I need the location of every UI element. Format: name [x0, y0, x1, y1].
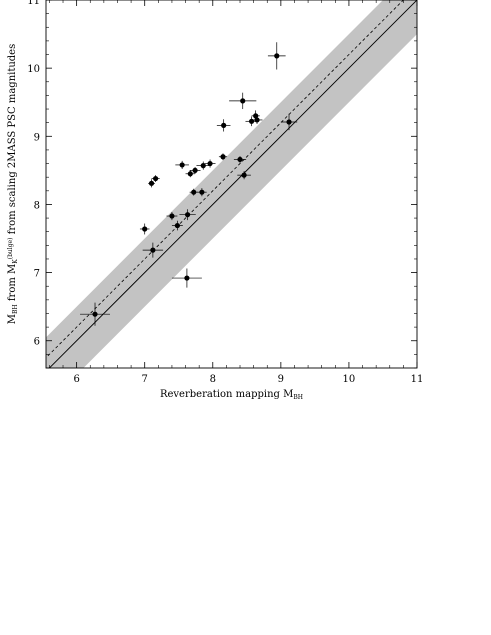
- data-point: [196, 161, 211, 170]
- point-marker: [142, 226, 148, 232]
- y-tick-label: 10: [27, 64, 40, 75]
- point-marker: [184, 275, 190, 281]
- point-marker: [240, 98, 246, 104]
- data-point: [80, 302, 110, 326]
- x-tick-label: 8: [210, 374, 216, 385]
- y-axis-title-k-sub: K: [12, 259, 19, 264]
- one-to-one-line: [48, 0, 417, 368]
- data-point: [151, 175, 160, 182]
- point-marker: [92, 311, 98, 317]
- y-tick-label: 6: [34, 337, 40, 348]
- y-axis-title: MBH from MK(bulge) from scaling 2MASS PS…: [7, 44, 19, 324]
- point-marker: [254, 117, 260, 123]
- data-point: [233, 156, 247, 163]
- x-axis-title: Reverberation mapping MBH: [160, 389, 303, 401]
- data-point: [139, 223, 150, 235]
- point-marker: [221, 122, 227, 128]
- data-point: [229, 92, 257, 110]
- y-axis-title-k-sup: (bulge): [7, 238, 14, 260]
- data-point: [142, 242, 164, 258]
- data-point: [216, 119, 231, 132]
- point-marker: [169, 213, 175, 219]
- point-marker: [148, 180, 155, 186]
- point-marker: [174, 222, 180, 229]
- y-tick-label: 11: [27, 0, 40, 7]
- point-marker: [220, 154, 226, 160]
- point-marker: [199, 189, 205, 195]
- data-point: [204, 159, 216, 168]
- scatter-band: [46, 0, 417, 368]
- data-point: [189, 188, 198, 196]
- point-marker: [237, 156, 243, 163]
- y-tick-label: 9: [34, 132, 40, 143]
- y-axis-title-from: from M: [7, 264, 18, 305]
- point-marker: [192, 167, 198, 173]
- plot-area: [46, 0, 417, 368]
- point-marker: [207, 160, 213, 167]
- data-point: [171, 220, 183, 231]
- point-marker: [200, 163, 206, 169]
- plot-frame: [45, 0, 418, 369]
- y-axis-title-m: M: [7, 314, 18, 324]
- data-point: [175, 160, 189, 170]
- data-point: [185, 170, 196, 178]
- point-marker: [191, 189, 197, 195]
- point-marker: [286, 119, 292, 125]
- data-point: [166, 211, 178, 221]
- y-axis-title-rest: from scaling 2MASS PSC magnitudes: [7, 44, 18, 238]
- data-point: [171, 268, 202, 288]
- data-point: [148, 179, 155, 188]
- point-marker: [184, 212, 191, 218]
- x-tick-label: 9: [278, 374, 284, 385]
- x-tick-label: 7: [142, 374, 148, 385]
- point-marker: [152, 175, 159, 182]
- data-point: [237, 171, 251, 180]
- point-marker: [241, 172, 247, 178]
- data-point: [197, 188, 207, 197]
- x-tick-label: 10: [343, 374, 356, 385]
- y-axis-title-m-sub: BH: [12, 304, 19, 314]
- data-point: [251, 115, 263, 125]
- x-tick-label: 6: [73, 374, 79, 385]
- y-tick-label: 7: [34, 269, 40, 280]
- axis-ticks: 6 7 8 9 10 11 6 7 8 9 10 11: [27, 0, 423, 385]
- point-marker: [248, 118, 255, 124]
- point-marker: [274, 53, 280, 59]
- x-tick-label: 11: [411, 374, 424, 385]
- x-axis-title-sub: BH: [293, 394, 303, 401]
- data-point: [280, 113, 298, 131]
- data-point: [218, 153, 228, 161]
- x-axis-title-main: Reverberation mapping M: [160, 389, 293, 400]
- data-point: [179, 209, 196, 221]
- data-point: [189, 166, 201, 174]
- point-marker: [187, 171, 193, 177]
- data-point: [267, 42, 286, 70]
- point-marker: [150, 247, 156, 253]
- point-marker: [179, 162, 185, 168]
- y-tick-label: 8: [34, 200, 40, 211]
- dashed-offset-line: [46, 0, 404, 359]
